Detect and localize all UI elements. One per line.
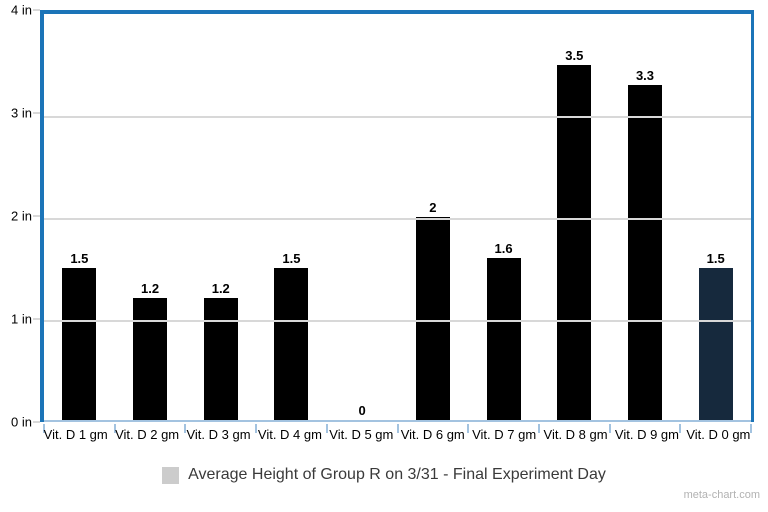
bar-value-label: 1.5: [282, 250, 301, 266]
bar-column: 2: [398, 14, 469, 420]
y-axis-label: 4 in: [11, 2, 32, 18]
bar: [203, 298, 238, 420]
y-axis-label: 2 in: [11, 208, 32, 224]
bar-column: 1.2: [185, 14, 256, 420]
x-axis-tick: [43, 424, 45, 433]
x-axis-labels: Vit. D 1 gm Vit. D 2 gm Vit. D 3 gm Vit. D …: [40, 427, 754, 442]
x-axis-tick: [325, 424, 328, 433]
x-axis-tick: [255, 424, 258, 433]
bar: [486, 257, 521, 420]
y-axis-label: 1 in: [11, 311, 32, 327]
x-axis-label: Vit. D 1 gm: [43, 427, 108, 442]
bar: [627, 85, 662, 420]
bar-column: 1.6: [468, 14, 539, 420]
x-axis-tick: [467, 424, 470, 433]
bar-column: 3.5: [539, 14, 610, 420]
bar-column: 1.5: [680, 14, 751, 420]
bar: [133, 298, 168, 420]
gridline: [44, 320, 751, 322]
watermark: meta-chart.com: [683, 489, 760, 501]
bar-value-label: 3.3: [635, 68, 655, 84]
x-axis-tick: [537, 424, 540, 433]
x-axis-label: Vit. D 2 gm: [115, 427, 180, 442]
bar: [415, 217, 450, 420]
bar-value-label: 1.6: [494, 240, 513, 256]
x-axis-tick: [184, 424, 187, 433]
x-axis-label: Vit. D 0 gm: [686, 427, 751, 442]
x-axis-label: Vit. D 9 gm: [614, 427, 679, 442]
y-axis-tick: [33, 215, 40, 217]
plot-area: 1.5 1.2 1.2 1.5 0 2 1.6 3.5 3.3 1.5: [40, 10, 754, 433]
x-axis-label: Vit. D 3 gm: [186, 427, 251, 442]
x-axis-label: Vit. D 4 gm: [257, 427, 322, 442]
bar-column: 1.5: [256, 14, 327, 420]
y-axis-tick: [33, 9, 40, 11]
y-axis-label: 0 in: [11, 414, 32, 430]
x-axis-tick: [608, 424, 611, 433]
y-axis-label: 3 in: [11, 105, 32, 121]
y-axis-tick: [33, 112, 40, 114]
y-axis-tick: [33, 421, 40, 423]
gridline: [44, 116, 751, 118]
x-axis-tick: [679, 424, 682, 433]
bar-value-label: 2: [429, 200, 437, 215]
bar-value-label: 0: [358, 403, 366, 418]
x-axis-label: Vit. D 8 gm: [543, 427, 608, 442]
bars-container: 1.5 1.2 1.2 1.5 0 2 1.6 3.5 3.3 1.5: [44, 14, 751, 420]
x-axis-label: Vit. D 7 gm: [472, 427, 537, 442]
x-axis-tick: [396, 424, 399, 433]
x-axis-tick: [750, 424, 752, 433]
bar: [557, 64, 592, 420]
bar-value-label: 1.2: [211, 281, 230, 297]
bar: [274, 267, 309, 420]
bar-column: 1.2: [115, 14, 186, 420]
bar: [62, 267, 97, 420]
bar-value-label: 1.2: [141, 281, 160, 297]
legend: Average Height of Group R on 3/31 - Fina…: [0, 466, 768, 484]
x-axis-label: Vit. D 5 gm: [329, 427, 394, 442]
x-axis-tick: [113, 424, 116, 433]
bar-column: 3.3: [610, 14, 681, 420]
legend-label: Average Height of Group R on 3/31 - Fina…: [188, 466, 606, 483]
bar-column: 0: [327, 14, 398, 420]
gridline: [44, 218, 751, 220]
bar: [698, 267, 733, 420]
legend-swatch: [162, 466, 180, 484]
y-axis: 4 in 3 in 2 in 1 in 0 in: [0, 3, 40, 430]
x-axis-baseline: [44, 420, 751, 422]
y-axis-tick: [33, 318, 40, 320]
bar-column: 1.5: [44, 14, 115, 420]
bar-value-label: 3.5: [565, 47, 584, 63]
bar-value-label: 1.5: [706, 250, 725, 266]
bar-value-label: 1.5: [70, 250, 89, 266]
x-axis-label: Vit. D 6 gm: [400, 427, 465, 442]
